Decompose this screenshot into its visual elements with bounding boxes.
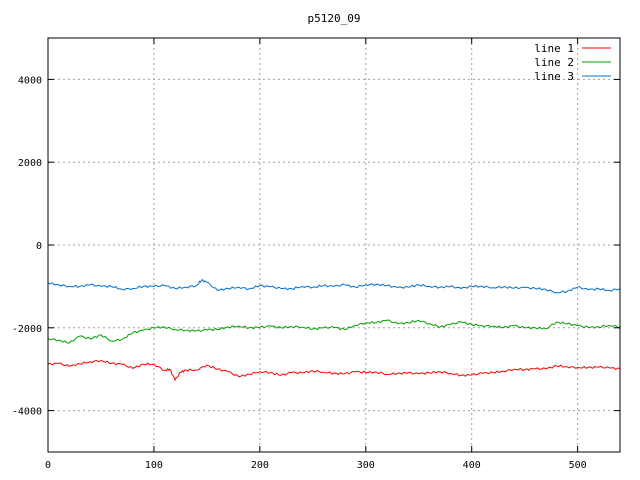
y-tick-label: 4000: [18, 75, 42, 86]
x-tick-label: 500: [569, 460, 587, 471]
y-tick-label: -2000: [12, 324, 42, 335]
legend-label: line 2: [534, 56, 574, 69]
y-tick-label: 2000: [18, 158, 42, 169]
chart-title: p5120_09: [308, 12, 361, 25]
y-tick-label: 0: [36, 241, 42, 252]
axis-ticks: -4000 -2000 0 2000 4000 0 100 200 300 400 500: [12, 38, 620, 471]
series-line-3: [47, 279, 621, 294]
y-tick-label: -4000: [12, 407, 42, 418]
x-tick-label: 100: [145, 460, 163, 471]
legend-label: line 1: [534, 42, 574, 55]
series-line-1: [47, 359, 621, 382]
x-tick-label: 200: [251, 460, 269, 471]
grid-lines: [48, 38, 620, 452]
x-tick-label: 400: [463, 460, 481, 471]
series-line-2: [47, 319, 621, 344]
x-tick-label: 0: [45, 460, 51, 471]
legend-label: line 3: [534, 70, 574, 83]
series-lines: [47, 279, 621, 382]
x-tick-label: 300: [357, 460, 375, 471]
